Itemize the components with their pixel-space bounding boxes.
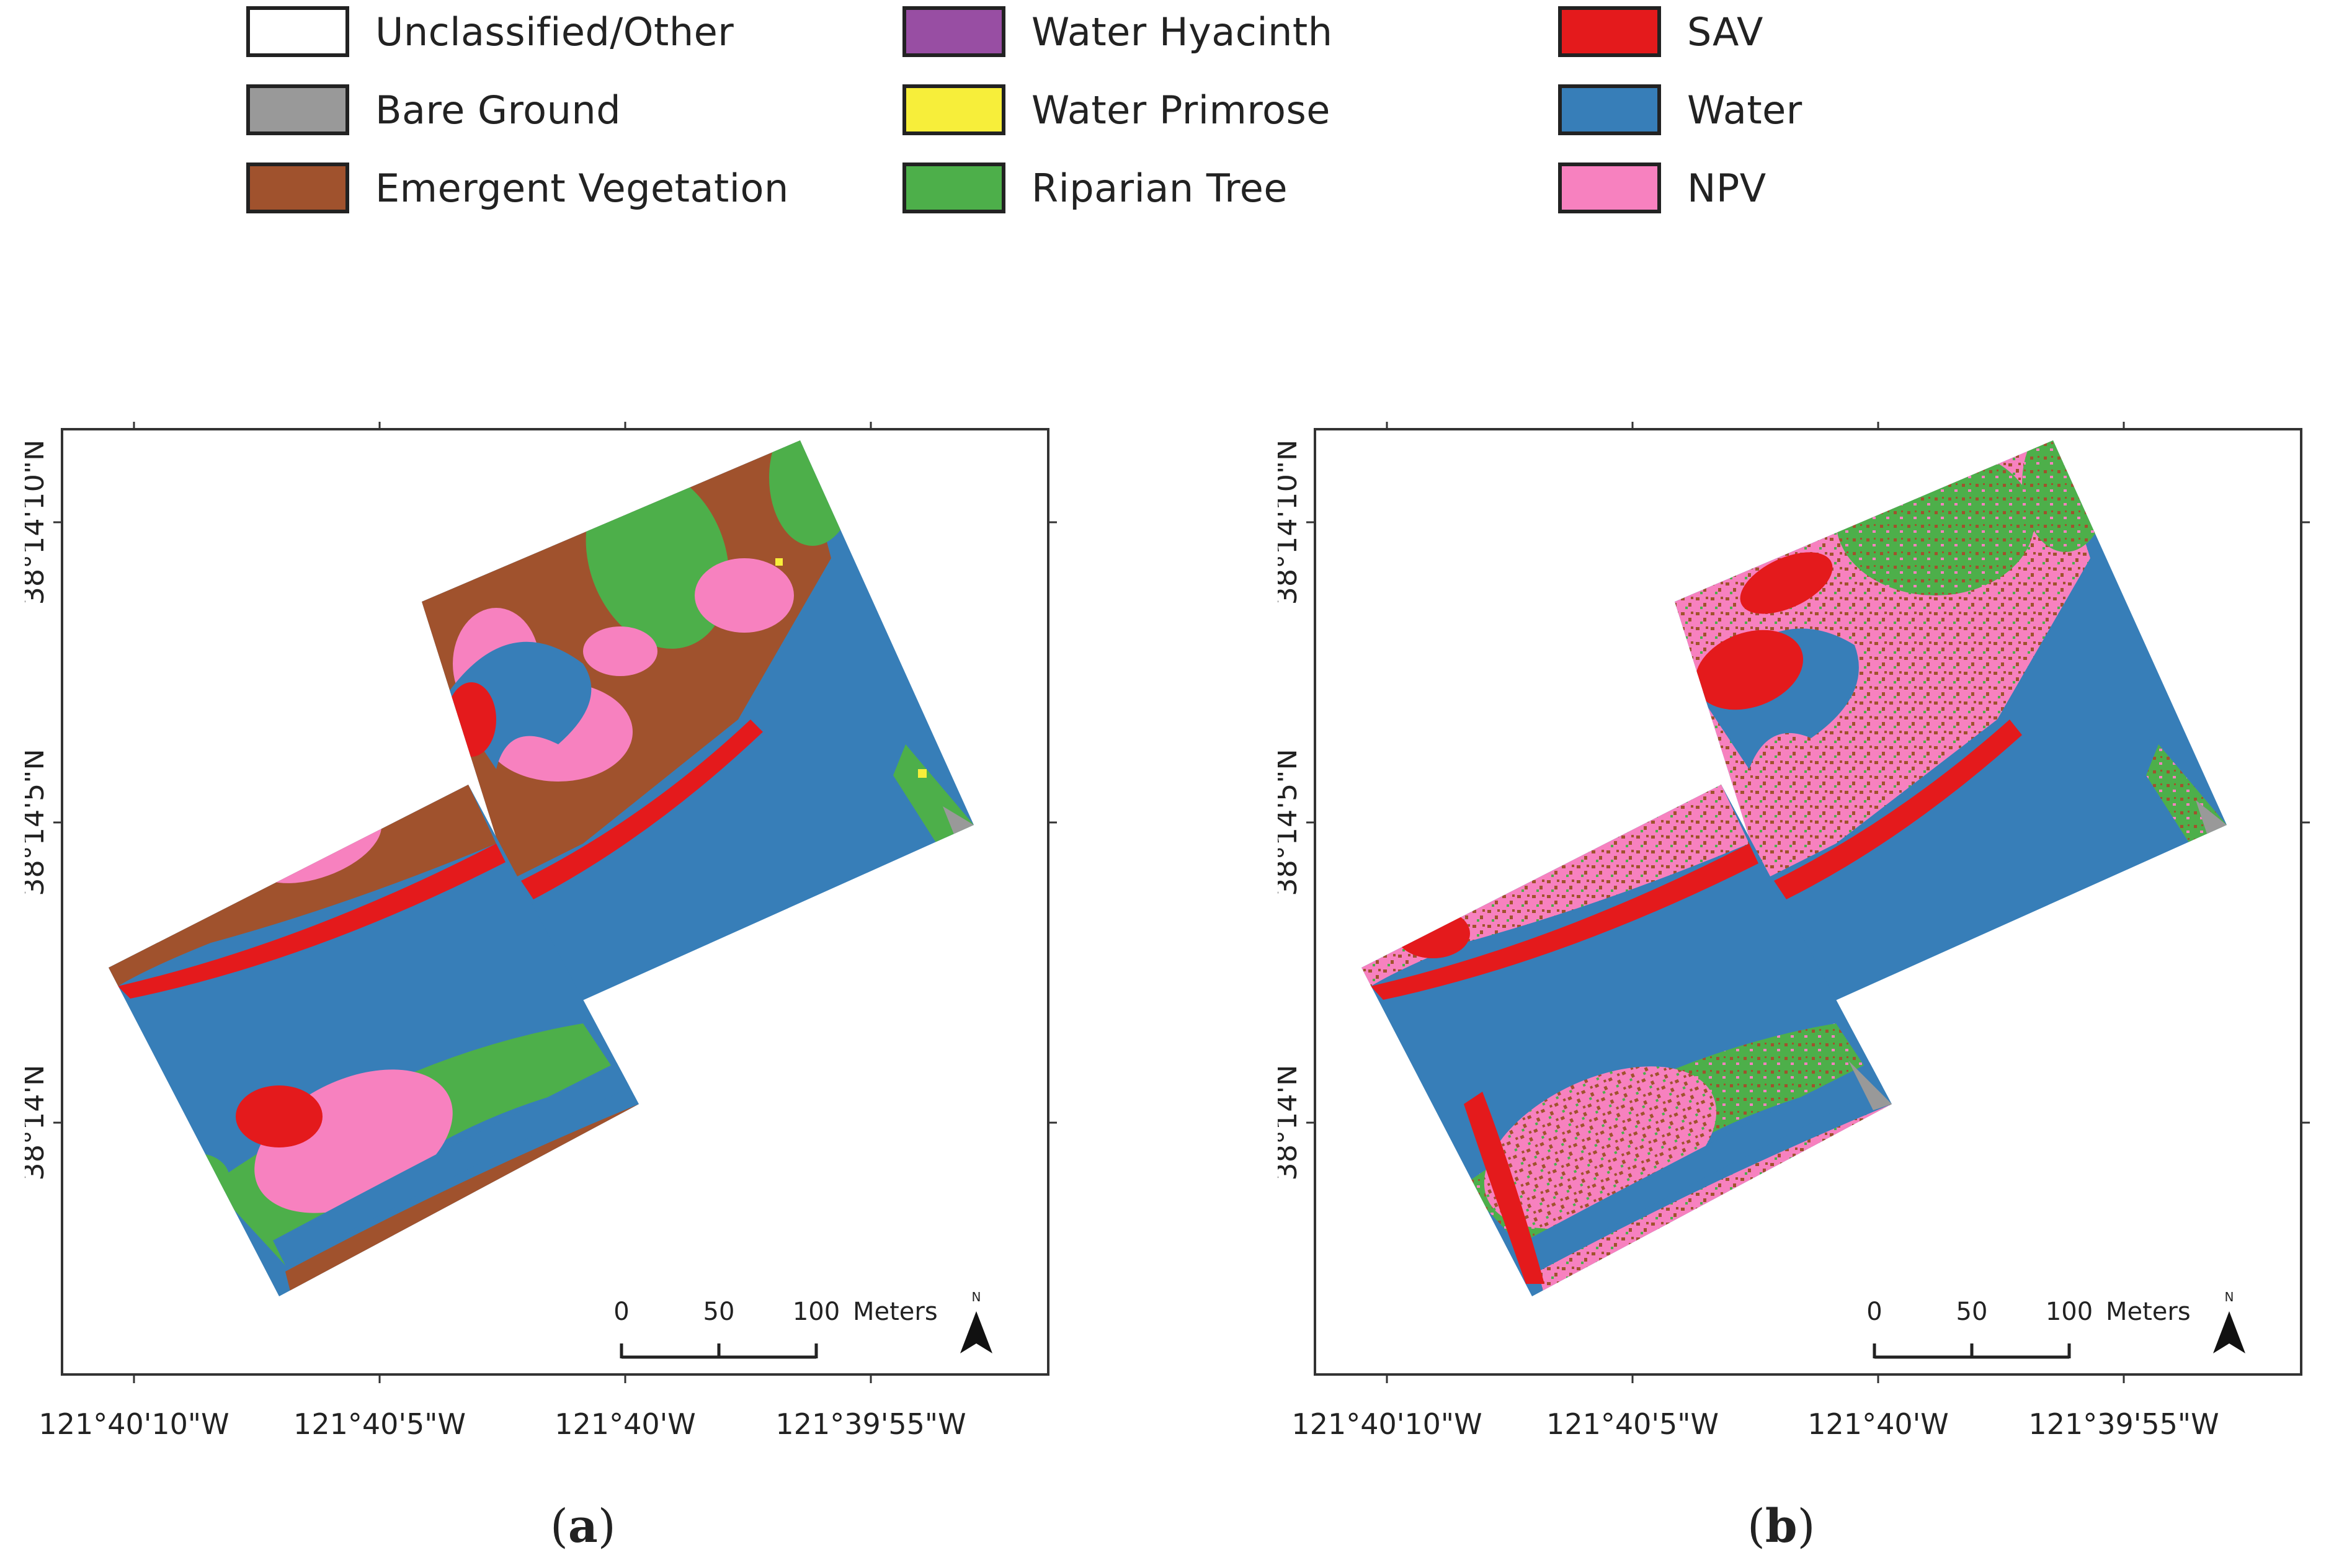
- map-a-y-tick-label: 38°14'N: [25, 1064, 50, 1180]
- legend-swatch-sav: [1558, 6, 1661, 57]
- map-a-x-tick-label: 121°40'10"W: [38, 1407, 229, 1441]
- legend-label-emergent-vegetation: Emergent Vegetation: [375, 165, 789, 211]
- map-b-scale-bar: 0 50 100 Meters: [1866, 1298, 2191, 1359]
- caption-a: (a): [550, 1500, 616, 1553]
- legend-label-water: Water: [1687, 87, 1802, 133]
- legend-swatch-water-primrose: [902, 84, 1005, 135]
- legend-item-water-primrose: Water Primrose: [902, 84, 1330, 135]
- legend: Unclassified/Other Bare Ground Emergent …: [0, 0, 2339, 236]
- caption-b: (b): [1747, 1500, 1816, 1553]
- map-a-scale-unit: Meters: [853, 1298, 938, 1326]
- map-a-y-tick-label: 38°14'10"N: [25, 440, 50, 605]
- legend-item-npv: NPV: [1558, 163, 1767, 213]
- caption-b-letter: b: [1765, 1500, 1798, 1553]
- map-b-x-tick-label: 121°39'55"W: [2028, 1407, 2219, 1441]
- legend-swatch-npv: [1558, 163, 1661, 213]
- map-a-x-tick-label: 121°40'W: [555, 1407, 695, 1441]
- map-b-y-tick-label: 38°14'5"N: [1278, 749, 1303, 896]
- legend-label-water-primrose: Water Primrose: [1031, 87, 1330, 133]
- map-a-x-tick-label: 121°39'55"W: [775, 1407, 966, 1441]
- caption-b-close: ): [1797, 1500, 1816, 1553]
- map-panel-b: 121°40'10"W 121°40'5"W 121°40'W 121°39'5…: [1278, 372, 2339, 1501]
- caption-b-open: (: [1747, 1500, 1765, 1553]
- map-b-x-tick-label: 121°40'W: [1807, 1407, 1948, 1441]
- legend-swatch-emergent-vegetation: [246, 163, 349, 213]
- caption-a-open: (: [550, 1500, 568, 1553]
- legend-item-water: Water: [1558, 84, 1802, 135]
- map-b-scale-label: 0: [1866, 1298, 1882, 1326]
- map-a-svg: 121°40'10"W 121°40'5"W 121°40'W 121°39'5…: [25, 422, 1057, 1441]
- map-a-scale-bar: 0 50 100 Meters: [613, 1298, 938, 1359]
- map-b-scale-unit: Meters: [2106, 1298, 2191, 1326]
- legend-item-sav: SAV: [1558, 6, 1763, 57]
- legend-item-riparian-tree: Riparian Tree: [902, 163, 1288, 213]
- legend-label-npv: NPV: [1687, 165, 1767, 211]
- legend-swatch-water: [1558, 84, 1661, 135]
- map-b-upper-strip: [1675, 440, 2227, 1014]
- map-b-y-tick-label: 38°14'10"N: [1278, 440, 1303, 605]
- caption-a-letter: a: [568, 1500, 598, 1553]
- legend-item-water-hyacinth: Water Hyacinth: [902, 6, 1333, 57]
- legend-swatch-riparian-tree: [902, 163, 1005, 213]
- map-a-scale-label: 100: [793, 1298, 840, 1326]
- caption-a-close: ): [597, 1500, 616, 1553]
- map-a-y-tick-label: 38°14'5"N: [25, 749, 50, 896]
- legend-label-sav: SAV: [1687, 9, 1763, 55]
- map-b-scale-label: 50: [1956, 1298, 1988, 1326]
- map-panel-a: 121°40'10"W 121°40'5"W 121°40'W 121°39'5…: [25, 372, 1203, 1501]
- map-b-north-label: N: [2225, 1290, 2234, 1304]
- map-a-scale-label: 50: [703, 1298, 735, 1326]
- legend-label-water-hyacinth: Water Hyacinth: [1031, 9, 1333, 55]
- map-b-x-tick-label: 121°40'5"W: [1546, 1407, 1719, 1441]
- map-b-y-tick-label: 38°14'N: [1278, 1064, 1303, 1180]
- legend-label-unclassified: Unclassified/Other: [375, 9, 734, 55]
- map-b-north-arrow-icon: N: [2213, 1290, 2245, 1353]
- map-b-x-tick-label: 121°40'10"W: [1291, 1407, 1482, 1441]
- map-a-scale-label: 0: [613, 1298, 629, 1326]
- legend-swatch-water-hyacinth: [902, 6, 1005, 57]
- map-b-svg: 121°40'10"W 121°40'5"W 121°40'W 121°39'5…: [1278, 422, 2310, 1441]
- legend-item-bare-ground: Bare Ground: [246, 84, 621, 135]
- map-a-x-tick-label: 121°40'5"W: [293, 1407, 466, 1441]
- map-a-north-label: N: [972, 1290, 981, 1304]
- legend-item-unclassified: Unclassified/Other: [246, 6, 734, 57]
- map-b-scale-label: 100: [2046, 1298, 2093, 1326]
- map-a-north-arrow-icon: N: [960, 1290, 992, 1353]
- legend-label-riparian-tree: Riparian Tree: [1031, 165, 1288, 211]
- legend-swatch-unclassified: [246, 6, 349, 57]
- legend-label-bare-ground: Bare Ground: [375, 87, 622, 133]
- legend-item-emergent-vegetation: Emergent Vegetation: [246, 163, 789, 213]
- legend-swatch-bare-ground: [246, 84, 349, 135]
